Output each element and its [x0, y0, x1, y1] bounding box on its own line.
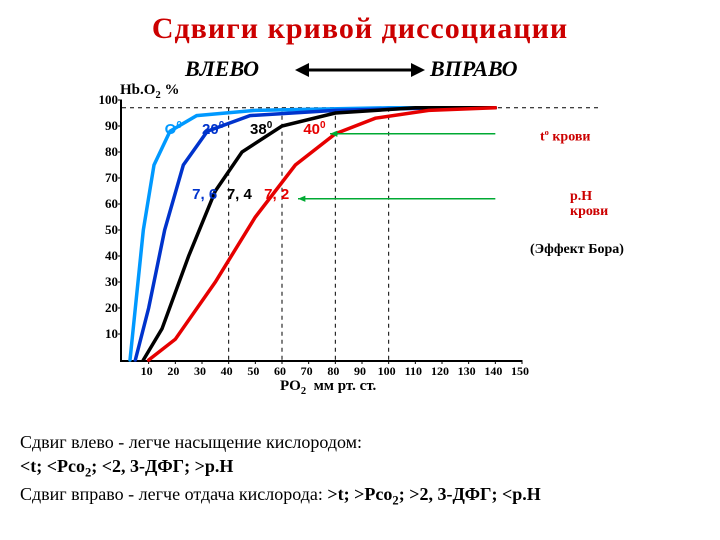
x-tick-label: 110 [405, 364, 422, 379]
svg-text:O0: O0 [165, 120, 183, 138]
y-tick-label: 30 [92, 274, 118, 290]
x-tick-label: 40 [221, 364, 233, 379]
x-tick-label: 50 [247, 364, 259, 379]
svg-text:7, 2: 7, 2 [264, 186, 289, 203]
y-tick-label: 40 [92, 248, 118, 264]
svg-text:200: 200 [202, 120, 225, 138]
x-tick-label: 130 [458, 364, 476, 379]
x-tick-label: 60 [274, 364, 286, 379]
ph-annotation: p.Hкрови [570, 190, 608, 219]
x-tick-label: 120 [431, 364, 449, 379]
y-tick-label: 60 [92, 196, 118, 212]
x-tick-label: 140 [484, 364, 502, 379]
x-tick-label: 150 [511, 364, 529, 379]
svg-text:400: 400 [303, 120, 326, 138]
y-axis-title: Hb.O2 % [120, 82, 179, 101]
shift-left-label: ВЛЕВО [185, 56, 259, 82]
svg-text:7, 6: 7, 6 [192, 186, 217, 203]
x-tick-label: 100 [378, 364, 396, 379]
x-tick-label: 70 [301, 364, 313, 379]
temp-annotation: to крови [540, 128, 591, 146]
caption-text: Сдвиг влево - легче насыщение кислородом… [20, 430, 700, 509]
y-tick-label: 10 [92, 326, 118, 342]
x-axis-title: PO2 мм рт. ст. [280, 378, 376, 397]
caption-right-shift: Сдвиг вправо - легче отдача кислорода: [20, 484, 327, 504]
x-tick-label: 10 [141, 364, 153, 379]
page-title: Сдвиги кривой диссоциации [0, 0, 720, 46]
y-tick-label: 80 [92, 144, 118, 160]
x-tick-label: 90 [354, 364, 366, 379]
caption-left-shift: Сдвиг влево - легче насыщение кислородом… [20, 432, 362, 452]
y-tick-label: 100 [92, 92, 118, 108]
y-tick-label: 90 [92, 118, 118, 134]
x-tick-label: 30 [194, 364, 206, 379]
y-tick-label: 20 [92, 300, 118, 316]
shift-right-label: ВПРАВО [430, 56, 518, 82]
double-arrow-icon [295, 58, 425, 82]
x-tick-label: 80 [327, 364, 339, 379]
x-tick-label: 20 [167, 364, 179, 379]
dissociation-chart: O02003804007, 67, 47, 2 [120, 100, 522, 362]
bohr-effect-label: (Эффект Бора) [530, 242, 624, 258]
y-tick-label: 70 [92, 170, 118, 186]
y-tick-label: 50 [92, 222, 118, 238]
svg-text:7, 4: 7, 4 [227, 186, 253, 203]
